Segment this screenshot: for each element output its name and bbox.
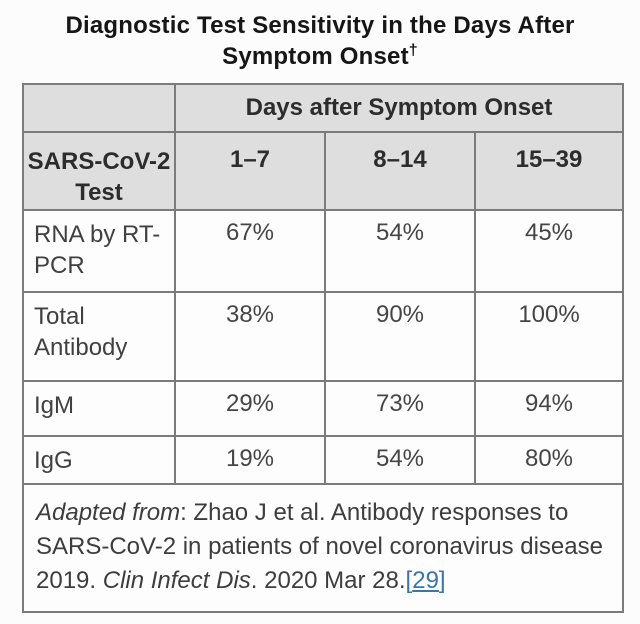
citation-text-2: . 2020 Mar 28.: [250, 567, 406, 594]
row-label: IgG: [22, 435, 176, 485]
citation-text-1: : Zhao J et al. Antibody responses to SA…: [36, 499, 603, 594]
table-row: RNA by RT-PCR 67% 54% 45%: [22, 209, 625, 293]
col-header-15-39: 15–39: [473, 131, 625, 211]
value-cell: 73%: [324, 380, 476, 437]
row-label: IgM: [22, 380, 176, 437]
table-group-header-row: Days after Symptom Onset: [22, 83, 625, 133]
row-label: RNA by RT-PCR: [22, 209, 176, 293]
value-cell: 54%: [324, 435, 476, 485]
table-row: IgG 19% 54% 80%: [22, 435, 625, 485]
col-header-1-7: 1–7: [174, 131, 326, 211]
value-cell: 67%: [174, 209, 326, 293]
value-cell: 45%: [473, 209, 625, 293]
reference-number: 29: [412, 567, 439, 594]
value-cell: 90%: [324, 291, 476, 382]
table-row: IgM 29% 73% 94%: [22, 380, 625, 437]
table-header-row: SARS-CoV-2 Test 1–7 8–14 15–39: [22, 131, 625, 211]
reference-bracket-open: [: [405, 567, 413, 594]
col-header-8-14: 8–14: [324, 131, 476, 211]
value-cell: 38%: [174, 291, 326, 382]
footnote: Adapted from: Zhao J et al. Antibody res…: [21, 483, 625, 613]
row-label: Total Antibody: [22, 291, 176, 382]
footnote-row: Adapted from: Zhao J et al. Antibody res…: [21, 483, 625, 613]
sensitivity-table: Days after Symptom Onset SARS-CoV-2 Test…: [21, 83, 625, 613]
reference-link[interactable]: [29]: [406, 567, 446, 594]
value-cell: 94%: [473, 380, 625, 437]
title-line-2: Symptom Onset: [222, 43, 409, 70]
journal-name-italic: Clin Infect Dis: [102, 567, 251, 594]
value-cell: 19%: [174, 435, 326, 485]
title-dagger: †: [408, 42, 418, 59]
value-cell: 29%: [174, 380, 326, 437]
title-line-1: Diagnostic Test Sensitivity in the Days …: [65, 12, 575, 39]
value-cell: 100%: [473, 291, 625, 382]
adapted-from-italic: Adapted from: [36, 499, 181, 526]
reference-bracket-close: ]: [438, 567, 446, 594]
column-group-header: Days after Symptom Onset: [173, 83, 625, 133]
value-cell: 80%: [473, 435, 625, 485]
page-title: Diagnostic Test Sensitivity in the Days …: [0, 0, 640, 72]
table-row: Total Antibody 38% 90% 100%: [22, 291, 625, 382]
row-header-cell: SARS-CoV-2 Test: [22, 131, 176, 211]
table-corner-cell: [22, 83, 176, 133]
value-cell: 54%: [324, 209, 476, 293]
